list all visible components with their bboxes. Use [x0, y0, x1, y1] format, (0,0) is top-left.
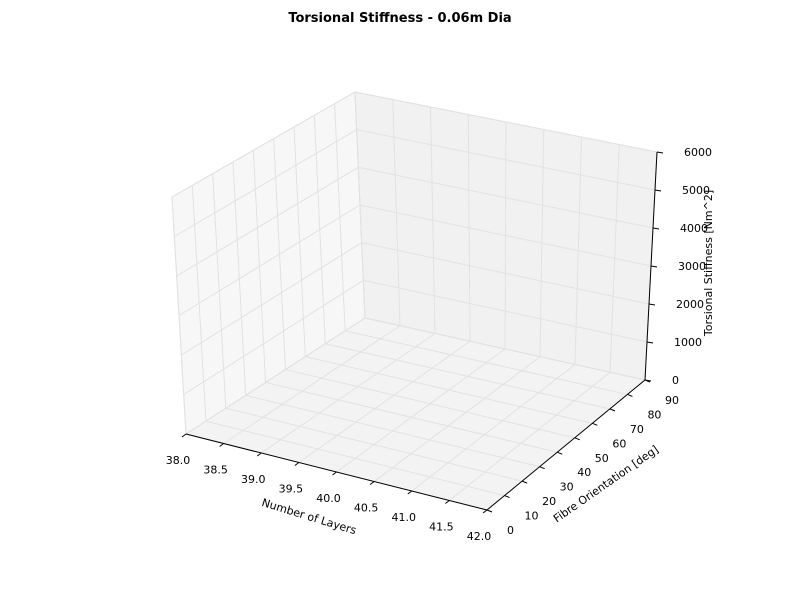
x-gridline-floor: [373, 356, 541, 482]
z-gridline-back: [363, 279, 648, 343]
z-tick-label: 6000: [684, 146, 712, 159]
y-gridline-floor: [305, 356, 593, 424]
x-tick-label: 40.0: [316, 492, 341, 505]
z-tick-mark: [656, 151, 664, 154]
y-tick-label: 10: [525, 510, 539, 523]
z-gridline-back: [359, 204, 652, 267]
x-tick-label: 41.0: [392, 511, 417, 524]
z-gridline-back: [358, 166, 654, 229]
tick-labels: 38.038.539.039.540.040.541.041.542.0 0102…: [166, 146, 712, 543]
x-tick-mark: [256, 452, 262, 457]
z-tick-mark: [652, 227, 660, 230]
z-tick-label: 5000: [682, 184, 710, 197]
z-gridline-left: [181, 242, 362, 356]
z-gridline-back: [354, 91, 658, 153]
x-gridline-floor: [298, 340, 471, 463]
y-tick-mark: [504, 495, 510, 499]
x-tick-label: 40.5: [354, 502, 379, 515]
x-tick-label: 38.5: [203, 464, 228, 477]
y-tick-label: 40: [577, 466, 591, 479]
y-gridline-floor: [225, 407, 523, 482]
y-tick-mark: [592, 422, 598, 426]
z-tick-label: 3000: [678, 260, 706, 273]
z-tick-label: 2000: [676, 298, 704, 311]
x-tick-mark: [482, 509, 488, 514]
y-tick-label: 20: [542, 495, 556, 508]
y-tick-mark: [627, 393, 633, 397]
y-tick-mark: [486, 509, 493, 513]
z-tick-mark: [654, 189, 662, 192]
y-tick-mark: [574, 437, 580, 441]
y-gridline-floor: [325, 343, 611, 410]
x-gridline-floor: [336, 348, 506, 473]
x-tick-mark: [219, 443, 224, 447]
x-tick-mark: [294, 462, 300, 466]
z-gridline-back: [364, 317, 646, 381]
x-tick-label: 38.0: [166, 454, 191, 467]
x-axis-line: [185, 433, 488, 511]
x-tick-mark: [445, 500, 450, 504]
x-tick-label: 42.0: [467, 530, 492, 543]
z-gridline-left: [178, 204, 361, 316]
chart-title: Torsional Stiffness - 0.06m Dia: [288, 11, 511, 26]
x-axis-title: Number of Layers: [260, 496, 358, 537]
x-tick-label: 39.0: [241, 473, 266, 486]
y-tick-label: 80: [647, 408, 661, 421]
x-gridline-floor: [411, 364, 576, 492]
y-axis-line: [486, 379, 646, 511]
y-tick-label: 0: [507, 524, 514, 537]
x-tick-label: 39.5: [279, 483, 304, 496]
z-gridline-left: [174, 129, 357, 237]
x-tick-mark: [332, 471, 337, 476]
x-gridline-floor: [449, 371, 611, 501]
y-gridline-floor: [285, 369, 575, 439]
z-axis-title: Torsional Stiffness [Nm^2]: [702, 190, 715, 337]
z-gridline-left: [176, 166, 359, 277]
axes: [181, 151, 664, 514]
z-gridline-back: [356, 129, 656, 191]
x-gridline-floor: [223, 325, 401, 444]
y-tick-label: 50: [595, 452, 609, 465]
y-tick-mark: [521, 480, 528, 484]
z-tick-mark: [646, 341, 654, 344]
y-tick-label: 30: [560, 481, 574, 494]
z-gridline-left: [185, 317, 366, 435]
y-tick-label: 60: [612, 437, 626, 450]
x-tick-mark: [407, 490, 413, 495]
z-tick-mark: [648, 303, 656, 306]
x-tick-mark: [181, 433, 187, 438]
x-tick-mark: [369, 481, 375, 485]
x-gridline-floor: [260, 333, 436, 454]
z-tick-label: 1000: [674, 336, 702, 349]
y-tick-mark: [557, 451, 563, 455]
y-gridline-floor: [245, 394, 540, 468]
z-tick-mark: [650, 265, 658, 268]
x-tick-label: 41.5: [429, 521, 454, 534]
y-tick-label: 90: [665, 394, 679, 407]
y-tick-mark: [539, 466, 545, 470]
z-tick-label: 0: [672, 374, 679, 387]
y-gridline-floor: [205, 420, 505, 497]
y-gridline-floor: [345, 330, 628, 395]
z-tick-label: 4000: [680, 222, 708, 235]
z-gridline-back: [361, 242, 650, 305]
z-gridline-left: [171, 91, 356, 198]
z-tick-mark: [644, 379, 652, 382]
z-axis-line: [644, 151, 658, 381]
y-tick-label: 70: [630, 423, 644, 436]
z-gridline-left: [183, 279, 364, 395]
y-gridline-floor: [265, 381, 558, 453]
y-tick-mark: [609, 408, 616, 412]
